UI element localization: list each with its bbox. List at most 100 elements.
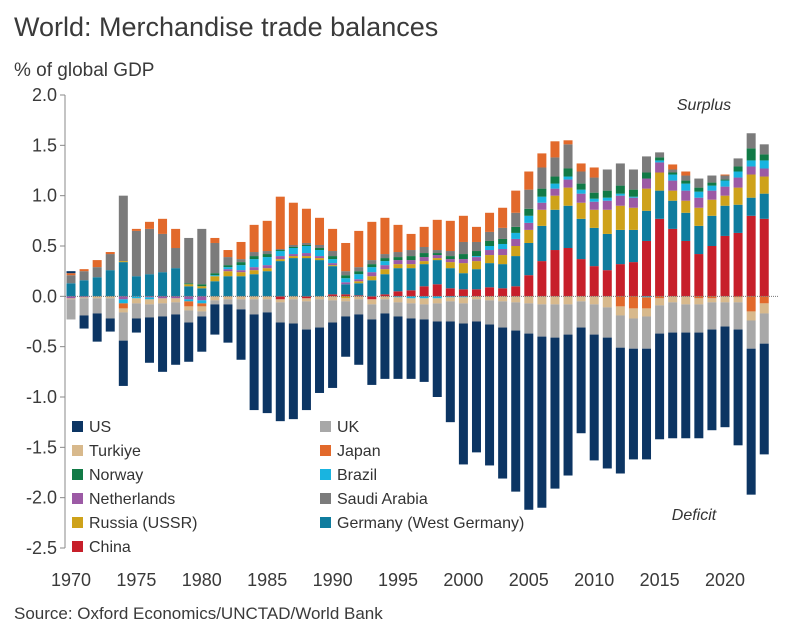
bar-segment: [563, 144, 573, 169]
bar-segment: [236, 259, 246, 263]
bar-segment: [602, 233, 612, 271]
bar-segment: [301, 253, 311, 257]
bar-segment: [236, 241, 246, 260]
bar-segment: [288, 256, 298, 259]
legend-swatch: [320, 445, 331, 456]
bar-segment: [498, 249, 508, 256]
bar-segment: [746, 174, 756, 198]
bar-segment: [275, 250, 285, 252]
bar-segment: [105, 298, 115, 319]
bar-segment: [328, 259, 338, 264]
bar-segment: [419, 304, 429, 320]
bar-segment: [249, 224, 259, 253]
bar-segment: [668, 200, 678, 229]
y-tick-label: 1.0: [32, 186, 57, 206]
bar-segment: [79, 271, 89, 281]
bar-segment: [79, 280, 89, 297]
bar-segment: [315, 250, 325, 257]
bar-segment: [301, 296, 311, 299]
bar-segment: [642, 172, 652, 179]
bar-segment: [642, 188, 652, 211]
bar-segment: [223, 304, 233, 343]
bar-segment: [118, 261, 128, 263]
bar-segment: [419, 257, 429, 262]
bar-segment: [615, 163, 625, 186]
bar-segment: [668, 332, 678, 439]
bar-segment: [485, 231, 495, 241]
bar-segment: [445, 256, 455, 260]
bar-segment: [694, 191, 704, 198]
bar-segment: [720, 195, 730, 206]
bar-segment: [406, 268, 416, 291]
bar-segment: [602, 270, 612, 297]
legend-label: Germany (West Germany): [337, 515, 524, 532]
bar-segment: [668, 174, 678, 181]
bar-segment: [628, 229, 638, 263]
bar-segment: [707, 302, 717, 330]
bar-segment: [262, 271, 272, 297]
bar-segment: [197, 303, 207, 307]
bar-segment: [262, 296, 272, 300]
bar-segment: [197, 296, 207, 301]
bar-segment: [458, 259, 468, 264]
bar-segment: [458, 303, 468, 324]
bar-segment: [602, 190, 612, 198]
bar-segment: [328, 228, 338, 252]
bar-segment: [367, 280, 377, 297]
bar-segment: [485, 212, 495, 232]
bar-segment: [66, 299, 76, 320]
bar-segment: [720, 296, 730, 303]
bar-segment: [498, 243, 508, 250]
bar-segment: [393, 296, 403, 298]
bar-segment: [576, 171, 586, 184]
bar-segment: [537, 304, 547, 337]
bar-segment: [628, 189, 638, 197]
bar-segment: [184, 299, 194, 302]
bar-segment: [524, 296, 534, 304]
bar-segment: [576, 189, 586, 194]
bar-segment: [642, 210, 652, 241]
bar-segment: [537, 296, 547, 305]
bar-segment: [223, 269, 233, 272]
bar-segment: [602, 337, 612, 469]
bar-segment: [720, 205, 730, 236]
bar-segment: [131, 228, 141, 231]
bar-segment: [328, 322, 338, 388]
bar-segment: [498, 264, 508, 289]
bar-segment: [341, 301, 351, 317]
bar-segment: [131, 318, 141, 333]
bar-segment: [681, 175, 691, 181]
bar-segment: [393, 252, 403, 258]
bar-segment: [759, 296, 769, 304]
bar-segment: [315, 296, 325, 300]
bar-segment: [628, 348, 638, 460]
legend-label: Brazil: [337, 467, 377, 484]
bar-segment: [315, 244, 325, 249]
bar-segment: [158, 298, 168, 304]
bar-segment: [301, 298, 311, 302]
bar-segment: [315, 299, 325, 328]
bar-segment: [642, 240, 652, 297]
bar-segment: [615, 185, 625, 194]
legend-item: Germany (West Germany): [320, 515, 524, 532]
bar-segment: [341, 275, 351, 279]
bar-segment: [105, 296, 115, 299]
bar-segment: [733, 329, 743, 446]
bar-segment: [759, 218, 769, 297]
bar-segment: [328, 263, 338, 266]
bar-segment: [524, 333, 534, 510]
bar-segment: [432, 253, 442, 256]
bar-segment: [746, 148, 756, 161]
bar-segment: [563, 168, 573, 177]
legend-item: Brazil: [320, 467, 377, 484]
bar-segment: [432, 284, 442, 297]
bar-segment: [432, 303, 442, 322]
bar-segment: [550, 183, 560, 189]
bar-segment: [589, 177, 599, 193]
bar-segment: [262, 268, 272, 272]
bar-segment: [406, 260, 416, 265]
bar-segment: [668, 169, 678, 173]
bar-segment: [511, 302, 521, 331]
bar-segment: [707, 246, 717, 297]
bar-segment: [445, 220, 455, 252]
